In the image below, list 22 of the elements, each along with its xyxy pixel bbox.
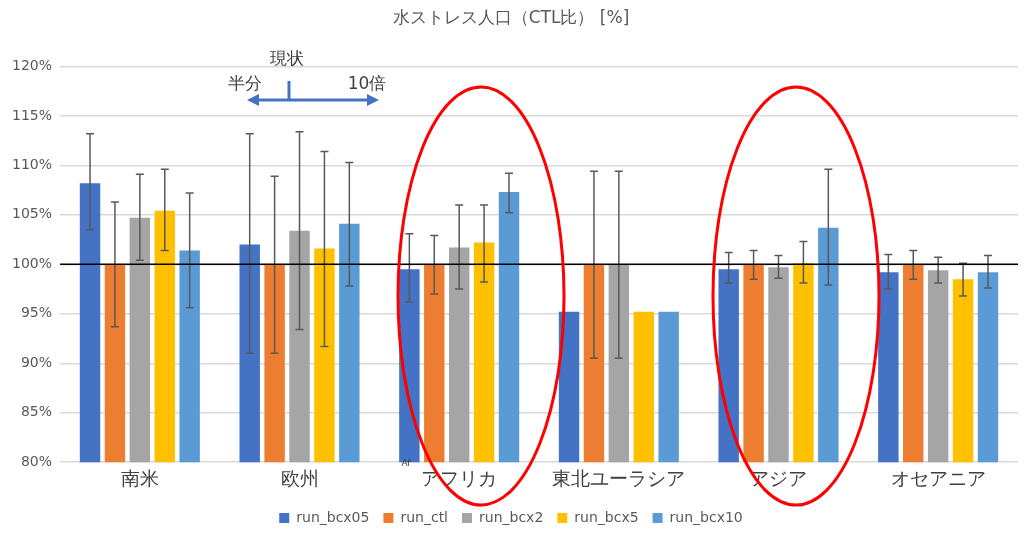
- x-tick-label: オセアニア: [890, 466, 986, 489]
- legend-label: run_ctl: [400, 508, 449, 525]
- y-tick-label: 90%: [20, 353, 53, 370]
- x-tick-label: 東北ユーラシア: [552, 466, 686, 489]
- chart-title: 水ストレス人口（CTL比） [%]: [392, 6, 630, 27]
- y-tick-label: 105%: [11, 205, 53, 222]
- y-tick-label: 120%: [11, 57, 53, 74]
- legend-label: run_bcx2: [479, 508, 544, 525]
- y-tick-label: 100%: [11, 254, 53, 271]
- annotation: 10倍: [347, 71, 387, 95]
- y-tick-label: 80%: [20, 452, 53, 469]
- legend-label: run_bcx10: [669, 508, 743, 525]
- x-tick-label: 欧州: [280, 466, 319, 489]
- legend-label: run_bcx5: [574, 508, 639, 525]
- legend-label: run_bcx05: [296, 508, 370, 525]
- y-tick-label: 85%: [20, 403, 53, 420]
- x-tick-label: 南米: [120, 466, 159, 489]
- y-tick-label: 95%: [20, 304, 53, 321]
- y-tick-label: 115%: [11, 106, 53, 123]
- y-tick-label: 110%: [11, 155, 53, 172]
- annotation: 半分: [228, 71, 262, 95]
- annotation: 現状: [270, 46, 304, 70]
